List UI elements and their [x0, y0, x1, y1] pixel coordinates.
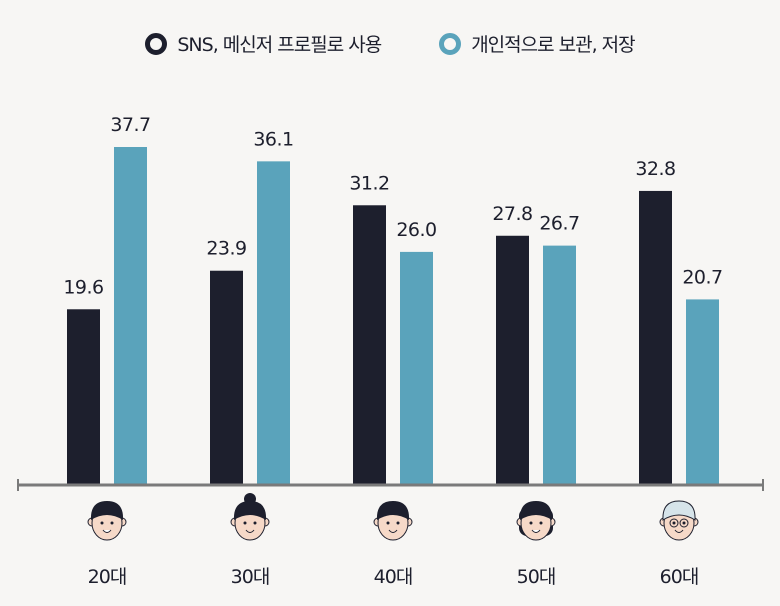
- man-face-icon: [373, 501, 413, 541]
- bar-sns: [210, 270, 243, 485]
- bar-personal: [686, 299, 719, 485]
- legend-marker-icon: [439, 32, 462, 55]
- legend-label: SNS, 메신저 프로필로 사용: [177, 34, 382, 56]
- data-label: 36.1: [253, 128, 293, 150]
- bar-personal: [114, 147, 147, 485]
- data-label: 20.7: [682, 266, 722, 288]
- data-label: 31.2: [349, 172, 389, 194]
- category-label: 30대: [231, 566, 270, 588]
- bar-personal: [257, 161, 290, 485]
- category-label: 20대: [88, 566, 127, 588]
- bar-personal: [543, 245, 576, 485]
- category-label: 40대: [374, 566, 413, 588]
- data-label: 27.8: [492, 203, 532, 225]
- elderly-face-icon: [659, 500, 699, 541]
- legend-item-sns: SNS, 메신저 프로필로 사용: [145, 30, 382, 57]
- legend-label: 개인적으로 보관, 저장: [471, 34, 635, 56]
- data-label: 26.0: [396, 219, 436, 241]
- bar-sns: [67, 309, 100, 485]
- bar-sns: [639, 190, 672, 485]
- legend-marker-icon: [145, 32, 168, 55]
- legend: SNS, 메신저 프로필로 사용 개인적으로 보관, 저장: [0, 30, 780, 57]
- data-label: 37.7: [110, 114, 150, 136]
- legend-item-personal: 개인적으로 보관, 저장: [439, 30, 636, 57]
- young-man-face-icon: [87, 501, 127, 541]
- data-label: 32.8: [635, 158, 675, 180]
- bar-sns: [353, 205, 386, 485]
- bar-personal: [400, 251, 433, 485]
- data-label: 26.7: [539, 213, 579, 235]
- data-label: 19.6: [63, 276, 103, 298]
- woman-bun-face-icon: [230, 493, 270, 541]
- category-label: 50대: [517, 566, 556, 588]
- category-label: 60대: [660, 566, 699, 588]
- data-label: 23.9: [206, 238, 246, 260]
- woman-face-icon: [516, 501, 556, 541]
- bar-sns: [496, 235, 529, 485]
